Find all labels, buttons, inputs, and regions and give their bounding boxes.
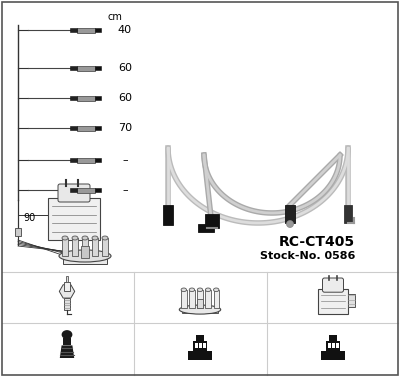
- Bar: [102, 238, 108, 256]
- Text: cm: cm: [108, 12, 122, 22]
- Polygon shape: [60, 345, 74, 358]
- Ellipse shape: [62, 236, 68, 240]
- FancyBboxPatch shape: [58, 184, 90, 202]
- Text: 40: 40: [118, 25, 132, 35]
- Bar: [318, 288, 348, 314]
- Circle shape: [286, 221, 294, 227]
- Text: RC-CT405: RC-CT405: [279, 235, 355, 249]
- Bar: [77, 95, 95, 101]
- Bar: [66, 276, 68, 282]
- Bar: [95, 188, 101, 192]
- Bar: [344, 205, 352, 223]
- Bar: [77, 66, 95, 70]
- Bar: [77, 158, 95, 162]
- Bar: [198, 224, 214, 232]
- Bar: [77, 187, 95, 193]
- Ellipse shape: [189, 288, 194, 291]
- Bar: [95, 28, 101, 32]
- Bar: [77, 126, 95, 130]
- Bar: [81, 246, 89, 258]
- Bar: [205, 214, 219, 228]
- Ellipse shape: [179, 305, 221, 314]
- Bar: [189, 290, 195, 308]
- Bar: [332, 343, 334, 348]
- Bar: [199, 343, 202, 348]
- Bar: [195, 343, 198, 348]
- Text: 70: 70: [118, 123, 132, 133]
- Bar: [329, 335, 337, 343]
- Bar: [188, 351, 212, 360]
- Bar: [70, 188, 77, 192]
- Ellipse shape: [197, 288, 203, 291]
- Text: 60: 60: [118, 63, 132, 73]
- Bar: [197, 290, 203, 308]
- Bar: [95, 158, 101, 162]
- Ellipse shape: [214, 288, 219, 291]
- Bar: [95, 96, 101, 100]
- Text: 60: 60: [118, 93, 132, 103]
- Bar: [64, 282, 70, 291]
- Text: –: –: [122, 185, 128, 195]
- Bar: [193, 341, 207, 353]
- Bar: [197, 299, 203, 308]
- Ellipse shape: [82, 236, 88, 240]
- Bar: [70, 126, 77, 130]
- Ellipse shape: [72, 236, 78, 240]
- Bar: [214, 290, 219, 308]
- Bar: [336, 343, 338, 348]
- Bar: [77, 28, 95, 32]
- Bar: [321, 351, 345, 360]
- Ellipse shape: [62, 330, 72, 339]
- Bar: [285, 205, 295, 223]
- FancyBboxPatch shape: [322, 278, 344, 292]
- Bar: [95, 126, 101, 130]
- Bar: [326, 341, 340, 353]
- Bar: [182, 306, 218, 313]
- Bar: [62, 238, 68, 256]
- Ellipse shape: [59, 250, 111, 262]
- Bar: [15, 228, 21, 236]
- Bar: [72, 238, 78, 256]
- Text: Stock-No. 0586: Stock-No. 0586: [260, 251, 355, 261]
- Bar: [63, 254, 107, 264]
- Ellipse shape: [206, 288, 211, 291]
- Ellipse shape: [102, 236, 108, 240]
- Bar: [70, 158, 77, 162]
- Bar: [82, 238, 88, 256]
- Text: 90: 90: [24, 213, 36, 223]
- Bar: [48, 198, 100, 240]
- Bar: [70, 96, 77, 100]
- Bar: [63, 338, 70, 345]
- Bar: [206, 290, 211, 308]
- Bar: [92, 238, 98, 256]
- Bar: [203, 343, 206, 348]
- Bar: [64, 299, 70, 310]
- Ellipse shape: [181, 288, 186, 291]
- Bar: [181, 290, 186, 308]
- Bar: [95, 66, 101, 70]
- Text: –: –: [122, 155, 128, 165]
- Bar: [328, 343, 330, 348]
- Ellipse shape: [92, 236, 98, 240]
- Bar: [70, 66, 77, 70]
- Bar: [70, 28, 77, 32]
- Bar: [163, 205, 173, 225]
- Bar: [348, 294, 355, 307]
- Bar: [196, 335, 204, 343]
